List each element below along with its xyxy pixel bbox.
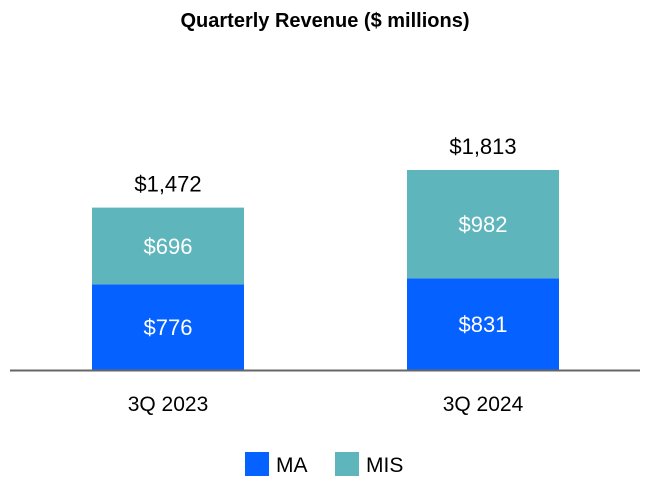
total-label: $1,472 [134, 172, 201, 197]
legend-label: MA [276, 454, 308, 477]
legend: MA MIS [245, 452, 403, 477]
chart-title: Quarterly Revenue ($ millions) [181, 10, 470, 32]
data-label: $776 [144, 315, 193, 340]
total-label: $1,813 [449, 134, 516, 159]
bar-ma-0 [92, 284, 244, 370]
legend-swatch-mis [335, 452, 359, 476]
bar-mis-0 [92, 207, 244, 285]
legend-swatch-ma [245, 452, 269, 476]
data-label: $696 [144, 234, 193, 259]
data-label: $831 [459, 312, 508, 337]
x-tick-label: 3Q 2023 [128, 393, 209, 416]
bar-ma-1 [407, 278, 559, 370]
legend-label: MIS [366, 454, 403, 477]
x-tick-label: 3Q 2024 [443, 393, 524, 416]
data-label: $982 [459, 212, 508, 237]
bar-mis-1 [407, 170, 559, 279]
